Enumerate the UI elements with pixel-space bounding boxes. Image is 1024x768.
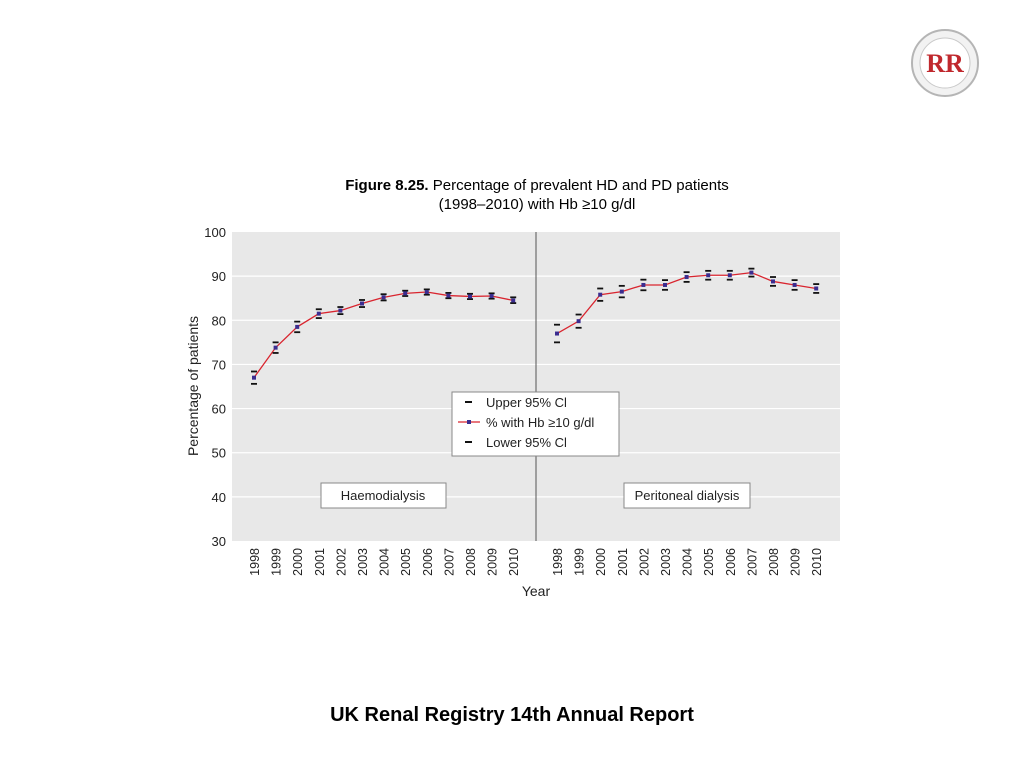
x-tick-1998: 1998	[551, 548, 565, 576]
data-point	[749, 270, 754, 275]
data-point	[360, 301, 364, 306]
y-tick-labels: 30 40 50 60 70 80 90 100	[204, 225, 226, 549]
panel-label-pd-text: Peritoneal dialysis	[635, 488, 740, 503]
panel-label-hd-text: Haemodialysis	[341, 488, 426, 503]
figure-label: Figure 8.25.	[345, 177, 429, 194]
x-tick-2006: 2006	[421, 548, 435, 576]
legend-series-label: % with Hb ≥10 g/dl	[486, 415, 594, 430]
y-tick-90: 90	[212, 269, 226, 284]
logo-text: RR	[926, 49, 964, 78]
x-tick-1998: 1998	[248, 548, 262, 576]
series-peritoneal-dialysis	[554, 267, 820, 344]
y-tick-40: 40	[212, 490, 226, 505]
panel-label-pd: Peritoneal dialysis	[623, 482, 751, 509]
data-point	[814, 286, 819, 291]
x-tick-2003: 2003	[659, 548, 673, 576]
x-tick-2006: 2006	[724, 548, 738, 576]
renal-registry-logo: RR	[911, 29, 979, 97]
y-tick-30: 30	[212, 534, 226, 549]
data-point	[489, 294, 494, 299]
y-tick-60: 60	[212, 402, 226, 417]
data-point	[273, 345, 278, 350]
figure-title-line1: Percentage of prevalent HD and PD patien…	[432, 177, 729, 194]
figure-title-line2: (1998–2010) with Hb ≥10 g/dl	[438, 196, 636, 213]
x-tick-2008: 2008	[767, 548, 781, 576]
data-point	[511, 298, 516, 303]
x-tick-2010: 2010	[810, 548, 824, 576]
data-point	[792, 282, 797, 287]
data-point	[381, 295, 386, 300]
x-tick-2010: 2010	[507, 548, 521, 576]
data-point	[295, 324, 300, 329]
data-point	[706, 273, 711, 278]
data-point	[555, 331, 559, 336]
x-tick-1999: 1999	[573, 548, 587, 576]
y-tick-80: 80	[212, 313, 226, 328]
y-tick-50: 50	[212, 446, 226, 461]
data-point	[446, 293, 451, 298]
x-tick-2002: 2002	[334, 548, 348, 576]
report-title: UK Renal Registry 14th Annual Report	[330, 704, 694, 726]
legend: Upper 95% Cl % with Hb ≥10 g/dl Lower 95…	[451, 391, 620, 457]
x-tick-2000: 2000	[291, 548, 305, 576]
x-tick-2009: 2009	[486, 548, 500, 576]
x-axis-label: Year	[522, 583, 551, 599]
legend-lower-label: Lower 95% Cl	[486, 435, 567, 450]
y-tick-100: 100	[204, 225, 226, 240]
data-point	[598, 292, 603, 297]
data-point	[641, 282, 646, 287]
y-axis-label: Percentage of patients	[185, 316, 201, 456]
figure-title: Figure 8.25. Percentage of prevalent HD …	[262, 176, 812, 214]
x-tick-2001: 2001	[616, 548, 630, 576]
x-tick-2004: 2004	[681, 548, 695, 576]
legend-box	[451, 391, 620, 457]
x-tick-2003: 2003	[356, 548, 370, 576]
legend-upper-label: Upper 95% Cl	[486, 395, 567, 410]
data-point	[252, 375, 256, 380]
data-point	[576, 319, 581, 324]
x-tick-2002: 2002	[637, 548, 651, 576]
x-tick-2009: 2009	[789, 548, 803, 576]
x-tick-2004: 2004	[378, 548, 392, 576]
x-tick-2001: 2001	[313, 548, 327, 576]
x-tick-2005: 2005	[702, 548, 716, 576]
data-point	[727, 273, 732, 278]
data-point	[316, 311, 321, 316]
data-point	[403, 291, 408, 296]
x-tick-2000: 2000	[594, 548, 608, 576]
series-haemodialysis	[251, 288, 517, 385]
data-point	[338, 308, 343, 313]
data-point	[619, 289, 624, 294]
x-tick-labels: 1998 1999 2000 2001 2002 2003 2004 2005 2006 2007…	[248, 548, 824, 576]
panel-label-hd: Haemodialysis	[320, 482, 447, 509]
x-tick-1999: 1999	[270, 548, 284, 576]
data-point	[771, 279, 775, 284]
data-point	[424, 290, 429, 295]
x-tick-2008: 2008	[464, 548, 478, 576]
data-point	[663, 282, 667, 287]
series-group	[251, 267, 820, 385]
x-tick-2007: 2007	[745, 548, 759, 576]
legend-series-marker	[467, 420, 471, 424]
y-tick-70: 70	[212, 357, 226, 372]
data-point	[684, 275, 689, 280]
data-point	[468, 294, 472, 299]
x-tick-2005: 2005	[399, 548, 413, 576]
x-tick-2007: 2007	[442, 548, 456, 576]
